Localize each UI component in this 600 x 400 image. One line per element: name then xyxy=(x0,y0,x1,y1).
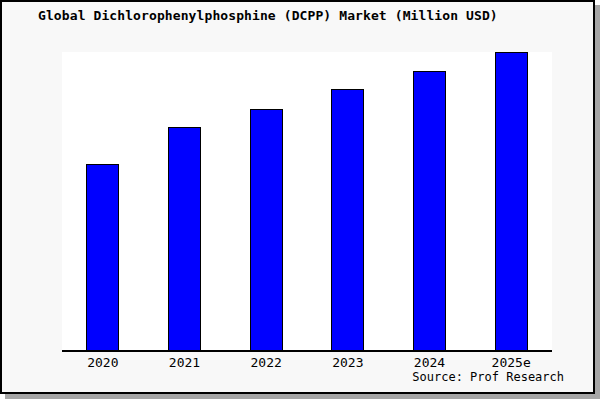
x-tick-label-2022: 2022 xyxy=(225,355,307,370)
x-tick-label-2021: 2021 xyxy=(144,355,226,370)
bar-2023 xyxy=(331,89,364,350)
bar-2020 xyxy=(86,164,119,350)
x-tick-label-2024: 2024 xyxy=(389,355,471,370)
bar-2022 xyxy=(250,109,283,350)
x-axis-labels: 202020212022202320242025e xyxy=(62,355,552,371)
x-tick-label-2023: 2023 xyxy=(307,355,389,370)
chart-title: Global Dichlorophenylphosphine (DCPP) Ma… xyxy=(38,8,498,23)
x-tick-label-2020: 2020 xyxy=(62,355,144,370)
bar-2021 xyxy=(168,127,201,351)
bar-2024 xyxy=(413,71,446,350)
x-tick-label-2025e: 2025e xyxy=(470,355,552,370)
plot-area xyxy=(62,52,552,352)
chart-figure: Global Dichlorophenylphosphine (DCPP) Ma… xyxy=(0,0,595,394)
bar-2025e xyxy=(495,52,528,350)
source-credit: Source: Prof Research xyxy=(62,370,564,384)
